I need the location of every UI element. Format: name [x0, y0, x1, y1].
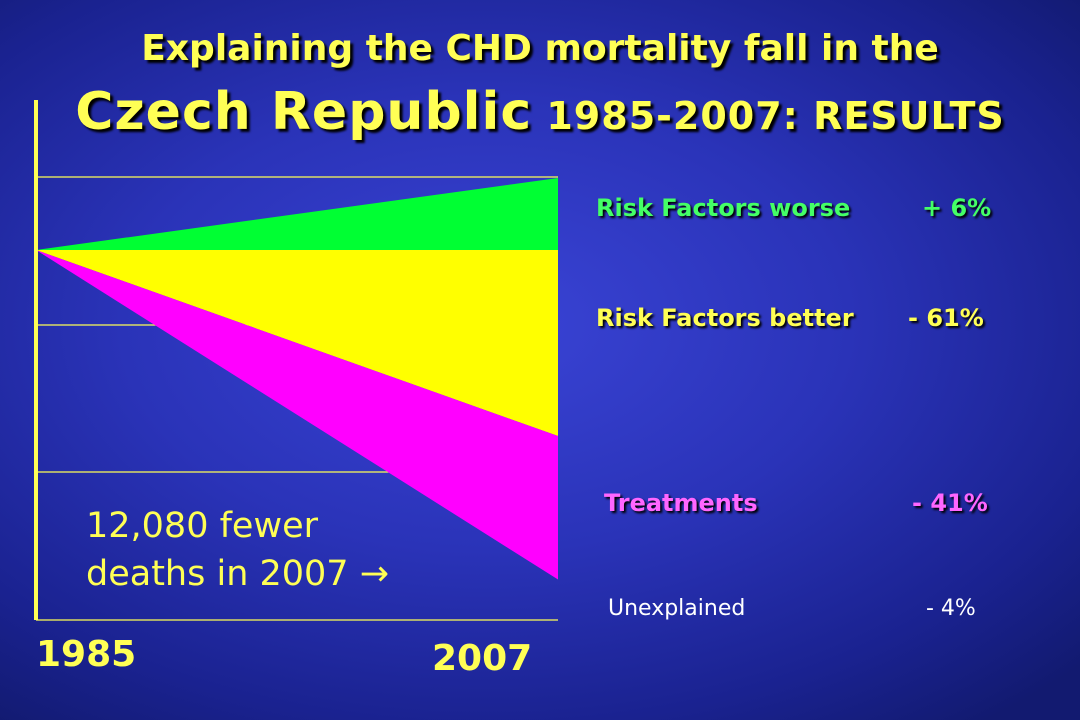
annotation-line-1: 12,080 fewer [86, 506, 318, 546]
title-line-2: Czech Republic 1985-2007: RESULTS [0, 82, 1080, 142]
area-risk-factors-worse [36, 178, 558, 250]
series-areas [36, 178, 558, 580]
legend-label: Unexplained [608, 596, 746, 621]
area-treatments [36, 250, 558, 580]
title-line-1: Explaining the CHD mortality fall in the [141, 28, 939, 69]
title-country: Czech Republic [75, 82, 533, 142]
legend-value: - 61% [908, 304, 984, 332]
x-tick-label-end: 2007 [432, 638, 533, 679]
annotation-fewer-deaths: 12,080 fewer deaths in 2007 → [86, 502, 389, 598]
legend-value: - 41% [912, 489, 988, 517]
legend-label: Risk Factors worse [596, 194, 851, 222]
legend-label: Treatments [604, 489, 758, 517]
legend-value: + 6% [922, 194, 992, 222]
title-years: 1985-2007: RESULTS [532, 94, 1005, 138]
annotation-line-2: deaths in 2007 → [86, 554, 390, 594]
legend-value: - 4% [926, 596, 976, 621]
legend-label: Risk Factors better [596, 304, 854, 332]
x-tick-label-start: 1985 [36, 634, 137, 675]
